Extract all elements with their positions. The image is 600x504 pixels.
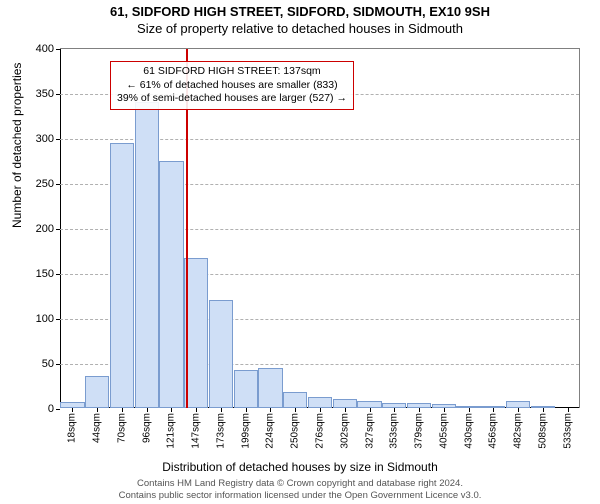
x-tick-mark (221, 408, 222, 412)
x-tick-mark (394, 408, 395, 412)
y-tick-label: 0 (48, 403, 54, 415)
x-tick-label: 430sqm (463, 413, 474, 449)
histogram-bar (308, 397, 332, 408)
y-axis-label: Number of detached properties (10, 63, 24, 228)
x-tick-label: 18sqm (67, 413, 78, 443)
x-tick-label: 405sqm (438, 413, 449, 449)
y-tick-label: 250 (36, 178, 54, 190)
x-tick-label: 379sqm (414, 413, 425, 449)
annotation-line1: 61 SIDFORD HIGH STREET: 137sqm (117, 65, 347, 79)
x-tick-label: 121sqm (166, 413, 177, 449)
histogram-bar (531, 406, 555, 408)
x-tick-mark (171, 408, 172, 412)
y-tick-label: 350 (36, 88, 54, 100)
histogram-bar (85, 376, 109, 408)
y-tick-mark (56, 94, 60, 95)
x-tick-mark (543, 408, 544, 412)
y-tick-label: 400 (36, 43, 54, 55)
y-tick-mark (56, 49, 60, 50)
histogram-bar (135, 102, 159, 408)
y-tick-label: 150 (36, 268, 54, 280)
histogram-bar (481, 406, 505, 408)
y-tick-mark (56, 139, 60, 140)
x-tick-label: 482sqm (513, 413, 524, 449)
x-tick-mark (320, 408, 321, 412)
histogram-bar (283, 392, 307, 408)
x-tick-label: 96sqm (141, 413, 152, 443)
y-tick-label: 100 (36, 313, 54, 325)
histogram-bar (333, 399, 357, 408)
histogram-bar (407, 403, 431, 408)
x-tick-mark (246, 408, 247, 412)
y-tick-mark (56, 319, 60, 320)
x-tick-label: 276sqm (315, 413, 326, 449)
x-tick-mark (72, 408, 73, 412)
x-tick-mark (122, 408, 123, 412)
x-tick-label: 456sqm (488, 413, 499, 449)
x-tick-label: 250sqm (290, 413, 301, 449)
x-tick-label: 224sqm (265, 413, 276, 449)
chart-title-address: 61, SIDFORD HIGH STREET, SIDFORD, SIDMOU… (0, 4, 600, 19)
x-tick-mark (493, 408, 494, 412)
chart-subtitle: Size of property relative to detached ho… (0, 21, 600, 36)
x-tick-mark (147, 408, 148, 412)
x-tick-mark (568, 408, 569, 412)
x-tick-mark (469, 408, 470, 412)
histogram-bar (209, 300, 233, 408)
histogram-bar (506, 401, 530, 408)
histogram-bar (456, 406, 480, 408)
x-tick-mark (370, 408, 371, 412)
y-tick-mark (56, 229, 60, 230)
x-tick-mark (345, 408, 346, 412)
x-tick-label: 70sqm (116, 413, 127, 443)
histogram-bar (258, 368, 282, 408)
x-tick-label: 508sqm (537, 413, 548, 449)
annotation-line2: ← 61% of detached houses are smaller (83… (117, 79, 347, 93)
x-axis-label: Distribution of detached houses by size … (0, 460, 600, 474)
x-tick-mark (270, 408, 271, 412)
x-tick-label: 44sqm (92, 413, 103, 443)
y-tick-mark (56, 274, 60, 275)
x-tick-mark (518, 408, 519, 412)
annotation-line3: 39% of semi-detached houses are larger (… (117, 92, 347, 106)
histogram-bar (234, 370, 258, 408)
x-tick-label: 353sqm (389, 413, 400, 449)
x-tick-mark (196, 408, 197, 412)
y-tick-label: 300 (36, 133, 54, 145)
x-tick-mark (97, 408, 98, 412)
y-tick-mark (56, 184, 60, 185)
y-tick-label: 50 (42, 358, 54, 370)
x-tick-mark (419, 408, 420, 412)
histogram-bar (110, 143, 134, 409)
x-tick-label: 199sqm (240, 413, 251, 449)
x-tick-label: 327sqm (364, 413, 375, 449)
chart-plot-area: 05010015020025030035040018sqm44sqm70sqm9… (60, 48, 580, 408)
annotation-box: 61 SIDFORD HIGH STREET: 137sqm← 61% of d… (110, 61, 354, 110)
histogram-bar (357, 401, 381, 408)
x-tick-label: 302sqm (339, 413, 350, 449)
histogram-bar (60, 402, 84, 408)
y-tick-mark (56, 364, 60, 365)
histogram-bar (432, 404, 456, 408)
histogram-bar (382, 403, 406, 408)
x-tick-label: 173sqm (215, 413, 226, 449)
footer-line1: Contains HM Land Registry data © Crown c… (0, 478, 600, 490)
x-tick-label: 533sqm (562, 413, 573, 449)
y-tick-mark (56, 409, 60, 410)
x-tick-label: 147sqm (191, 413, 202, 449)
footer-attribution: Contains HM Land Registry data © Crown c… (0, 478, 600, 502)
x-tick-mark (295, 408, 296, 412)
histogram-bar (159, 161, 183, 409)
x-tick-mark (444, 408, 445, 412)
y-tick-label: 200 (36, 223, 54, 235)
footer-line2: Contains public sector information licen… (0, 490, 600, 502)
